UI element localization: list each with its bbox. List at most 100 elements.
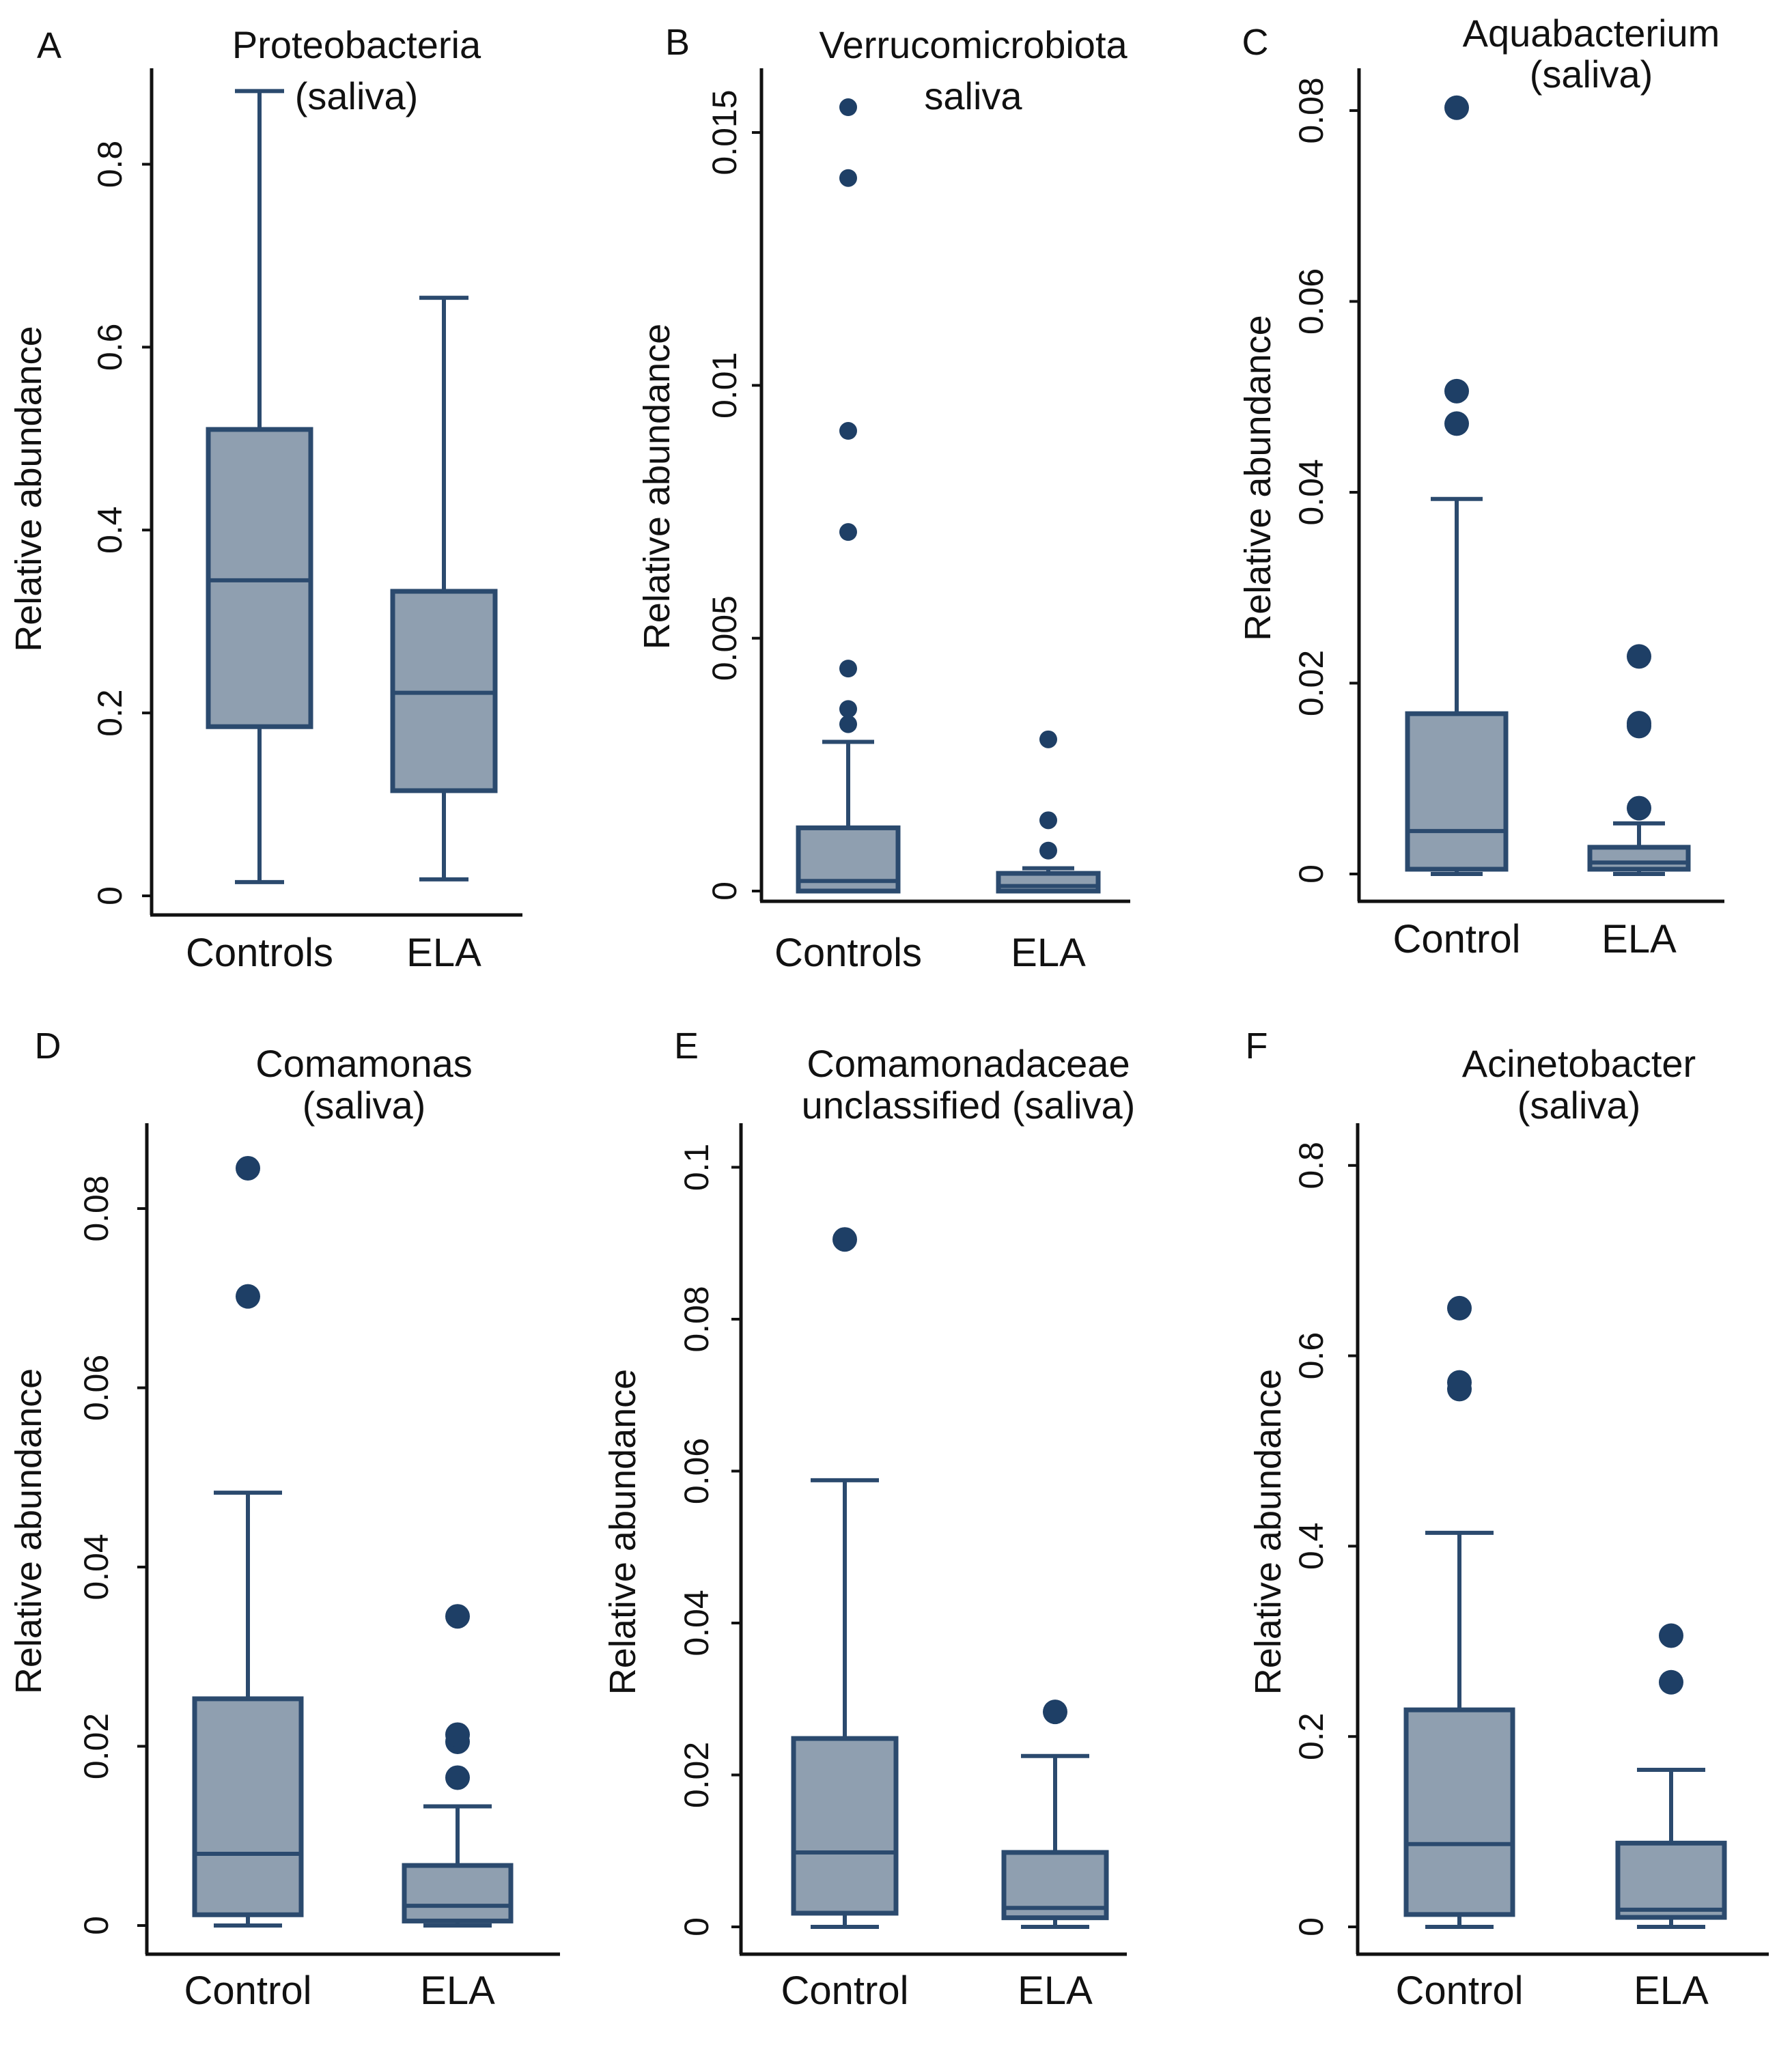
box-ela [1615,1623,1727,1929]
y-axis-label: Relative abundance [602,1369,643,1695]
outlier-point [1444,95,1469,120]
iqr-box [996,871,1101,894]
x-category-label: Controls [186,931,333,975]
x-category-label: Control [184,1969,312,2013]
y-tick-label: 0.02 [77,1713,115,1779]
box-ela [1001,1700,1109,1929]
chart-title-line: Acinetobacter [1462,1042,1696,1085]
outlier-point [445,1604,470,1629]
outlier-point [839,98,857,117]
y-tick-label: 0.02 [1292,650,1330,716]
outlier-point [445,1765,470,1790]
outlier-point [236,1284,260,1309]
y-tick-label: 0.06 [677,1438,716,1504]
outlier-point [839,422,857,440]
y-tick-label: 0.2 [91,689,129,737]
chart-title-line: Comamonas [255,1042,472,1085]
box-control [192,1155,304,1928]
y-axis-label: Relative abundance [1248,1369,1289,1695]
panel-c: C Aquabacterium(saliva) Relative abundance… [1237,12,1724,961]
box-controls [206,89,313,884]
box-control [791,1227,899,1929]
panel-letter: E [674,1026,699,1067]
outlier-point [1039,811,1057,830]
outlier-point [1039,841,1057,860]
y-tick-label: 0.06 [1292,268,1330,335]
box-controls [796,98,901,894]
box-ela [402,1604,514,1928]
y-tick-label: 0.04 [677,1590,716,1656]
outlier-point [1447,1370,1472,1395]
y-tick-label: 0.08 [677,1286,716,1352]
y-tick-label: 0 [1292,1917,1330,1936]
panel-f: F Acinetobacter(saliva) Relative abundance… [1246,1026,1769,2013]
outlier-point [1447,1295,1472,1321]
x-category-label: Controls [774,931,922,975]
outlier-point [839,523,857,541]
outlier-point [1659,1669,1683,1695]
y-axis-label: Relative abundance [8,1368,49,1694]
chart-title-line: (saliva) [303,1084,425,1127]
y-tick-label: 0.8 [1292,1142,1330,1189]
outlier-point [1627,644,1651,669]
panel-letter: B [665,22,690,63]
chart-title-line: (saliva) [1530,53,1653,96]
iqr-box [402,1863,514,1923]
y-tick-label: 0.06 [77,1355,115,1421]
y-tick-label: 0.04 [1292,459,1330,525]
panel-letter: F [1246,1026,1268,1067]
iqr-box [791,1736,899,1916]
chart-title-line: Comamonadaceae [807,1042,1130,1085]
outlier-point [236,1155,260,1181]
outlier-point [1627,711,1651,736]
chart-title-line: unclassified (saliva) [802,1084,1136,1127]
x-category-label: ELA [420,1969,495,2013]
y-tick-label: 0.4 [91,507,129,554]
y-axis-label: Relative abundance [8,326,49,651]
panel-a: A Proteobacteria (saliva) Relative abundanc… [8,23,522,975]
y-tick-label: 0.4 [1292,1523,1330,1570]
outlier-point [445,1722,470,1747]
chart-title-line: saliva [924,74,1022,117]
chart-title-line: Proteobacteria [232,23,481,66]
iqr-box [1587,845,1691,872]
y-tick-label: 0 [77,1916,115,1935]
box-control [1403,1295,1515,1929]
panel-letter: D [35,1026,61,1067]
y-tick-label: 0.01 [705,352,744,419]
x-category-label: ELA [1601,917,1677,961]
panel-letter: A [37,25,61,66]
y-tick-label: 0.04 [77,1534,115,1600]
panel-d: D Comamonas(saliva) Relative abundance 0 0.0… [8,1026,560,2013]
y-tick-label: 0 [1292,864,1330,884]
y-tick-label: 0.015 [705,90,744,175]
outlier-point [1444,378,1469,404]
y-tick-label: 0.1 [677,1144,716,1191]
y-tick-label: 0.6 [1292,1332,1330,1380]
outlier-point [1659,1623,1683,1648]
outlier-point [839,700,857,718]
outlier-point [1043,1700,1067,1725]
panel-letter: C [1242,22,1269,63]
y-tick-label: 0 [705,882,744,901]
outlier-point [839,660,857,678]
x-category-label: ELA [1018,1969,1093,2013]
panel-b: B Verrucomicrobiota saliva Relative abundan… [636,22,1130,975]
x-category-label: Control [1396,1969,1524,2013]
y-tick-label: 0.08 [1292,77,1330,143]
y-tick-label: 0 [677,1917,716,1936]
chart-title-line: (saliva) [295,74,418,117]
x-category-label: Control [781,1969,909,2013]
outlier-point [1627,795,1651,821]
outlier-point [1039,730,1057,748]
x-category-label: ELA [1011,931,1086,975]
x-category-label: Control [1393,917,1521,961]
chart-title-line: Verrucomicrobiota [819,23,1128,66]
iqr-box [192,1696,304,1917]
y-tick-label: 0.005 [705,595,744,681]
iqr-box [206,427,313,729]
y-tick-label: 0.6 [91,324,129,371]
outlier-point [832,1227,857,1252]
